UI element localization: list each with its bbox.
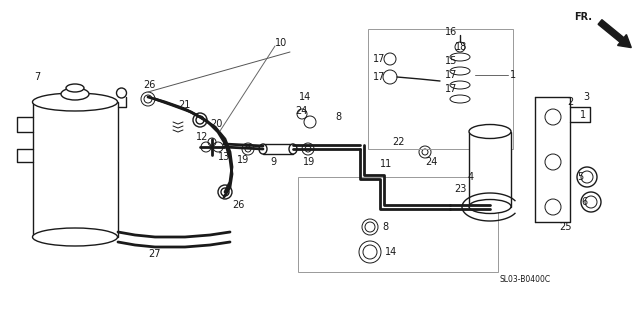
Ellipse shape bbox=[450, 81, 470, 89]
Text: 17: 17 bbox=[373, 54, 385, 64]
Text: 13: 13 bbox=[218, 152, 230, 162]
Circle shape bbox=[545, 199, 561, 215]
Bar bbox=[33, 102, 118, 237]
Text: 14: 14 bbox=[299, 92, 311, 102]
Text: 24: 24 bbox=[425, 157, 437, 167]
Ellipse shape bbox=[469, 199, 511, 214]
Text: 26: 26 bbox=[232, 200, 244, 210]
Text: 6: 6 bbox=[581, 197, 587, 207]
Ellipse shape bbox=[66, 84, 84, 92]
Text: 8: 8 bbox=[382, 222, 388, 232]
Text: 1: 1 bbox=[510, 70, 516, 80]
Text: 20: 20 bbox=[210, 119, 222, 129]
Text: 10: 10 bbox=[275, 38, 287, 48]
Ellipse shape bbox=[469, 125, 511, 139]
Circle shape bbox=[545, 154, 561, 170]
Circle shape bbox=[577, 167, 597, 187]
Text: 23: 23 bbox=[454, 184, 467, 194]
Ellipse shape bbox=[450, 53, 470, 61]
Text: 2: 2 bbox=[567, 97, 573, 107]
Text: 12: 12 bbox=[196, 132, 209, 142]
Bar bbox=[469, 132, 511, 206]
Text: 4: 4 bbox=[468, 172, 474, 182]
Ellipse shape bbox=[450, 67, 470, 75]
Text: 3: 3 bbox=[583, 92, 589, 102]
Text: 24: 24 bbox=[295, 106, 307, 116]
Text: 14: 14 bbox=[385, 247, 397, 257]
Circle shape bbox=[545, 109, 561, 125]
Text: 27: 27 bbox=[148, 249, 161, 259]
Bar bbox=[263, 144, 293, 154]
Ellipse shape bbox=[259, 144, 267, 154]
Ellipse shape bbox=[33, 228, 118, 246]
Text: 17: 17 bbox=[445, 70, 458, 80]
Text: 16: 16 bbox=[445, 27, 457, 37]
Bar bbox=[368, 29, 513, 149]
Text: 8: 8 bbox=[335, 112, 341, 122]
Text: 18: 18 bbox=[455, 42, 467, 52]
Ellipse shape bbox=[61, 88, 89, 100]
Circle shape bbox=[581, 192, 601, 212]
Text: 7: 7 bbox=[34, 72, 40, 82]
Ellipse shape bbox=[450, 95, 470, 103]
Text: 17: 17 bbox=[445, 84, 458, 94]
Bar bbox=[298, 177, 498, 272]
Text: 17: 17 bbox=[373, 72, 385, 82]
Text: 15: 15 bbox=[445, 56, 458, 66]
Text: 1: 1 bbox=[580, 110, 586, 120]
Ellipse shape bbox=[33, 93, 118, 111]
Text: 22: 22 bbox=[392, 137, 404, 147]
Text: 21: 21 bbox=[178, 100, 190, 110]
Text: 5: 5 bbox=[577, 172, 583, 182]
Text: 19: 19 bbox=[237, 155, 249, 165]
Text: 11: 11 bbox=[380, 159, 392, 169]
Text: 19: 19 bbox=[303, 157, 316, 167]
FancyArrow shape bbox=[598, 20, 631, 48]
Text: 9: 9 bbox=[270, 157, 276, 167]
Text: FR.: FR. bbox=[574, 12, 592, 22]
Text: 25: 25 bbox=[559, 222, 572, 232]
Ellipse shape bbox=[289, 144, 297, 154]
Text: 26: 26 bbox=[143, 80, 156, 90]
Text: SL03-B0400C: SL03-B0400C bbox=[500, 275, 551, 283]
